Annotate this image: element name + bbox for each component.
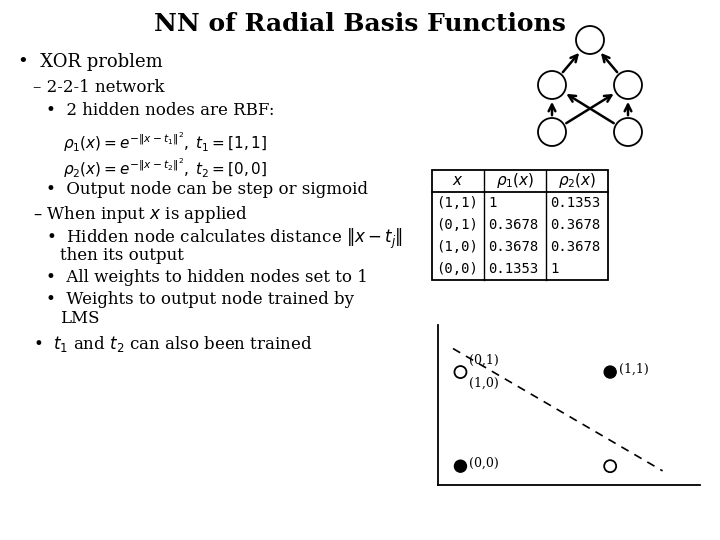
Text: 0.3678: 0.3678 [550, 240, 600, 254]
Text: •  $t_1$ and $t_2$ can also been trained: • $t_1$ and $t_2$ can also been trained [33, 334, 312, 354]
Text: (0,0): (0,0) [436, 262, 478, 276]
Text: (1,1): (1,1) [619, 362, 649, 375]
Text: •  Hidden node calculates distance $\|x-t_j\|$: • Hidden node calculates distance $\|x-t… [46, 227, 403, 251]
Text: (0,1): (0,1) [436, 218, 478, 232]
Circle shape [604, 460, 616, 472]
Text: 0.3678: 0.3678 [488, 240, 539, 254]
Text: (0,1): (0,1) [469, 354, 499, 367]
Text: – When input $x$ is applied: – When input $x$ is applied [33, 204, 248, 225]
Circle shape [614, 118, 642, 146]
Text: •  Weights to output node trained by: • Weights to output node trained by [46, 291, 354, 308]
Text: – 2-2-1 network: – 2-2-1 network [33, 79, 164, 96]
Text: (1,0): (1,0) [469, 377, 499, 390]
Text: •  Output node can be step or sigmoid: • Output node can be step or sigmoid [46, 181, 368, 198]
Circle shape [576, 26, 604, 54]
Text: $\rho_2(x)$: $\rho_2(x)$ [558, 172, 596, 191]
Text: 1: 1 [488, 196, 496, 210]
Text: (0,0): (0,0) [469, 457, 499, 470]
Text: (1,1): (1,1) [436, 196, 478, 210]
Text: $\rho_2(x) = e^{-\|x-t_2\|^2}$$,\; t_2=[0,0]$: $\rho_2(x) = e^{-\|x-t_2\|^2}$$,\; t_2=[… [63, 156, 267, 180]
Text: 0.1353: 0.1353 [550, 196, 600, 210]
Text: 0.3678: 0.3678 [550, 218, 600, 232]
Text: •  2 hidden nodes are RBF:: • 2 hidden nodes are RBF: [46, 102, 274, 119]
Circle shape [538, 71, 566, 99]
Text: (1,0): (1,0) [436, 240, 478, 254]
Circle shape [604, 366, 616, 378]
Circle shape [614, 71, 642, 99]
Text: NN of Radial Basis Functions: NN of Radial Basis Functions [154, 12, 566, 36]
Text: •  All weights to hidden nodes set to 1: • All weights to hidden nodes set to 1 [46, 269, 368, 286]
Text: $\rho_1(x)$: $\rho_1(x)$ [496, 172, 534, 191]
Text: $\rho_1(x) = e^{-\|x-t_1\|^2}$$,\; t_1=[1,1]$: $\rho_1(x) = e^{-\|x-t_1\|^2}$$,\; t_1=[… [63, 130, 267, 153]
Circle shape [454, 366, 467, 378]
Text: 0.1353: 0.1353 [488, 262, 539, 276]
Text: LMS: LMS [60, 310, 99, 327]
Text: •  XOR problem: • XOR problem [18, 53, 163, 71]
Text: 1: 1 [550, 262, 559, 276]
Text: $x$: $x$ [452, 174, 464, 188]
Text: then its output: then its output [60, 247, 184, 264]
Circle shape [538, 118, 566, 146]
Text: 0.3678: 0.3678 [488, 218, 539, 232]
Circle shape [454, 460, 467, 472]
Bar [432, 170, 608, 280]
